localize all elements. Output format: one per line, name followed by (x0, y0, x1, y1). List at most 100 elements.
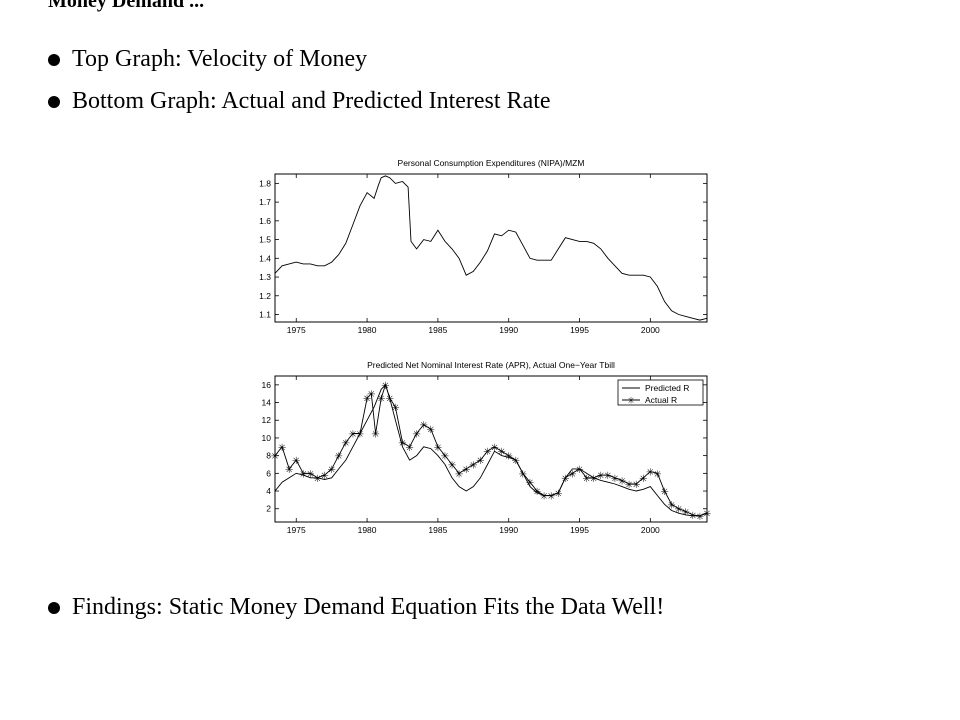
data-point-star: ✳ (441, 452, 449, 463)
legend-label: Actual R (645, 395, 677, 405)
data-point-star: ✳ (386, 394, 394, 405)
y-tick-label: 16 (262, 380, 272, 390)
data-point-star: ✳ (342, 438, 350, 449)
y-tick-label: 1.5 (259, 235, 271, 245)
data-point-star: ✳ (674, 505, 682, 516)
x-tick-label: 1975 (287, 525, 306, 535)
data-point-star: ✳ (639, 474, 647, 485)
bullet-bottom-graph: Bottom Graph: Actual and Predicted Inter… (48, 88, 551, 115)
series-line-predicted-r (274, 383, 708, 517)
data-point-star: ✳ (483, 447, 491, 458)
legend-label: Predicted R (645, 383, 689, 393)
y-tick-label: 6 (266, 468, 271, 478)
data-point-star: ✳ (313, 474, 321, 485)
data-point-star: ✳ (667, 500, 675, 511)
chart-title: Predicted Net Nominal Interest Rate (APR… (367, 360, 615, 370)
data-point-star: ✳ (381, 381, 389, 392)
legend-box (617, 379, 704, 406)
data-point-star: ✳ (434, 443, 442, 454)
x-tick-label: 1990 (499, 325, 518, 335)
y-tick-label: 1.7 (259, 197, 271, 207)
data-point-star: ✳ (526, 478, 534, 489)
x-tick-label: 1975 (287, 325, 306, 335)
series-line-actual-r (274, 383, 708, 517)
y-tick-label: 1.4 (259, 253, 271, 263)
data-point-star: ✳ (611, 474, 619, 485)
y-tick-label: 1.2 (259, 291, 271, 301)
data-point-star: ✳ (412, 430, 420, 441)
data-point-star: ✳ (512, 456, 520, 467)
data-point-star: ✳ (625, 480, 633, 491)
data-point-star: ✳ (469, 460, 477, 471)
data-point-star: ✳ (561, 474, 569, 485)
data-point-star: ✳ (356, 430, 364, 441)
x-tick-label: 1985 (428, 325, 447, 335)
data-point-star: ✳ (377, 394, 385, 405)
data-point-star: ✳ (285, 465, 293, 476)
data-point-star: ✳ (646, 468, 654, 479)
data-point-star: ✳ (696, 512, 704, 523)
data-point-star: ✳ (632, 480, 640, 491)
y-tick-label: 14 (262, 398, 272, 408)
data-point-star: ✳ (575, 465, 583, 476)
plot-frame (274, 375, 708, 523)
data-point-star: ✳ (349, 430, 357, 441)
bullet-text: Top Graph: Velocity of Money (72, 46, 368, 72)
data-point-star: ✳ (476, 456, 484, 467)
data-point-star: ✳ (427, 425, 435, 436)
x-tick-label: 2000 (641, 525, 660, 535)
y-tick-label: 1.3 (259, 272, 271, 282)
data-point-star: ✳ (589, 474, 597, 485)
y-tick-label: 10 (262, 433, 272, 443)
chart-title: Personal Consumption Expenditures (NIPA)… (398, 158, 585, 168)
data-point-star: ✳ (660, 487, 668, 498)
data-point-star: ✳ (554, 489, 562, 500)
y-tick-label: 2 (266, 504, 271, 514)
data-point-star: ✳ (363, 394, 371, 405)
y-tick-label: 1.6 (259, 216, 271, 226)
x-tick-label: 2000 (641, 325, 660, 335)
data-point-star: ✳ (497, 447, 505, 458)
data-point-star: ✳ (320, 471, 328, 482)
series-line-velocity (274, 175, 708, 321)
x-tick-label: 1985 (428, 525, 447, 535)
y-tick-label: 4 (266, 486, 271, 496)
data-point-star: ✳ (462, 465, 470, 476)
data-point-star: ✳ (703, 509, 711, 520)
x-tick-label: 1995 (570, 325, 589, 335)
bullet-dot-icon (48, 601, 60, 614)
y-tick-label: 1.8 (259, 178, 271, 188)
x-tick-label: 1990 (499, 525, 518, 535)
data-point-star: ✳ (405, 443, 413, 454)
data-point-star: ✳ (597, 471, 605, 482)
data-point-star: ✳ (271, 452, 279, 463)
data-point-star: ✳ (398, 438, 406, 449)
y-tick-label: 1.1 (259, 310, 271, 320)
bullet-findings: Findings: Static Money Demand Equation F… (48, 594, 664, 621)
bullet-text: Findings: Static Money Demand Equation F… (72, 594, 665, 620)
data-point-star: ✳ (547, 491, 555, 502)
data-point-star: ✳ (568, 469, 576, 480)
bullet-top-graph: Top Graph: Velocity of Money (48, 46, 367, 73)
legend-star-icon: ✳ (627, 397, 635, 407)
data-point-star: ✳ (682, 507, 690, 518)
data-point-star: ✳ (391, 403, 399, 414)
data-point-star: ✳ (519, 469, 527, 480)
data-point-star: ✳ (618, 476, 626, 487)
data-point-star: ✳ (292, 456, 300, 467)
x-tick-label: 1980 (358, 525, 377, 535)
y-tick-label: 12 (262, 415, 272, 425)
y-tick-label: 8 (266, 451, 271, 461)
data-point-star: ✳ (327, 465, 335, 476)
data-point-star: ✳ (335, 452, 343, 463)
data-point-star: ✳ (371, 430, 379, 441)
data-point-star: ✳ (299, 469, 307, 480)
data-point-star: ✳ (505, 452, 513, 463)
data-point-star: ✳ (540, 491, 548, 502)
data-point-star: ✳ (582, 474, 590, 485)
bullet-dot-icon (48, 95, 60, 108)
bullet-dot-icon (48, 53, 60, 66)
bullet-text: Bottom Graph: Actual and Predicted Inter… (72, 88, 551, 114)
data-point-star: ✳ (455, 469, 463, 480)
